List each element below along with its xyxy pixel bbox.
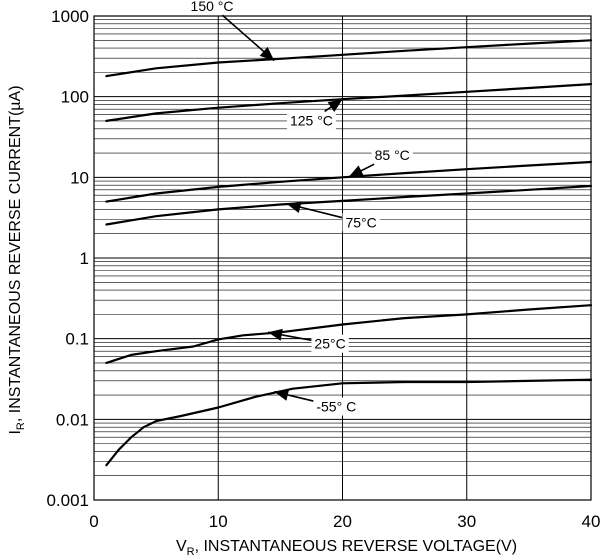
annotation-label: 75°C	[345, 214, 376, 230]
x-tick-label: 20	[333, 512, 352, 531]
y-axis-label: IR, INSTANTANEOUS REVERSE CURRENT(µA)	[7, 85, 27, 434]
annotation-0: 150 °C	[187, 0, 275, 62]
y-tick-label: 0.01	[56, 410, 89, 429]
x-axis-label-rest: , INSTANTANEOUS REVERSE VOLTAGE(V)	[195, 538, 517, 555]
plot-frame	[93, 15, 592, 501]
series-line-1	[105, 82, 593, 123]
y-tick-label: 1	[80, 249, 89, 268]
annotation-arrow-head	[274, 389, 290, 401]
y-axis-label-sub: R	[15, 422, 27, 430]
annotation-label-bg	[342, 213, 380, 232]
x-tick-label: 10	[209, 512, 228, 531]
annotation-arrow-head	[327, 99, 343, 113]
annotations: 150 °C 125 °C 85 °C 75°C 25°C -55° C	[187, 0, 413, 416]
series-line-4	[105, 304, 593, 364]
annotation-3: 75°C	[286, 201, 380, 232]
annotation-label-bg	[371, 146, 413, 165]
annotation-label-bg	[286, 111, 336, 130]
series-line-0	[105, 39, 593, 78]
annotation-2: 85 °C	[348, 146, 413, 178]
y-tick-label: 100	[61, 88, 89, 107]
annotation-label-bg	[311, 334, 349, 353]
annotation-label: 25°C	[314, 336, 345, 352]
annotation-4: 25°C	[267, 328, 349, 353]
series-line-3	[105, 184, 593, 226]
y-tick-label: 0.001	[46, 491, 89, 510]
y-tick-labels: 0.001 0.01 0.1 1 10 100 1000	[46, 7, 89, 510]
x-tick-labels: 0 10 20 30 40	[89, 512, 600, 531]
annotation-label: -55° C	[316, 399, 356, 415]
series-lines	[105, 39, 593, 467]
series-line-2	[105, 160, 593, 203]
x-axis-label-sub: R	[187, 546, 195, 555]
annotation-arrow-head	[267, 328, 283, 341]
x-tick-label: 0	[89, 512, 98, 531]
x-tick-label: 30	[457, 512, 476, 531]
annotation-label: 150 °C	[191, 0, 234, 14]
annotation-5: -55° C	[273, 389, 360, 416]
annotation-label: 125 °C	[290, 112, 333, 128]
x-axis-label-main: V	[176, 538, 187, 555]
x-tick-label: 40	[582, 512, 601, 531]
series-line-5	[105, 378, 593, 467]
y-tick-label: 1000	[51, 7, 89, 26]
annotation-label: 85 °C	[375, 147, 410, 163]
annotation-arrow-head	[348, 165, 364, 177]
x-axis-label: VR, INSTANTANEOUS REVERSE VOLTAGE(V)	[176, 538, 517, 555]
annotation-1: 125 °C	[286, 98, 343, 130]
annotation-label-bg	[313, 397, 360, 416]
annotation-label-bg	[187, 0, 237, 16]
annotation-arrow-head	[259, 46, 275, 61]
y-tick-label: 0.1	[65, 330, 89, 349]
y-axis-label-rest: , INSTANTANEOUS REVERSE CURRENT(µA)	[7, 85, 24, 422]
y-tick-label: 10	[70, 168, 89, 187]
annotation-arrow-head	[286, 201, 302, 213]
y-axis-label-main: I	[7, 430, 24, 434]
